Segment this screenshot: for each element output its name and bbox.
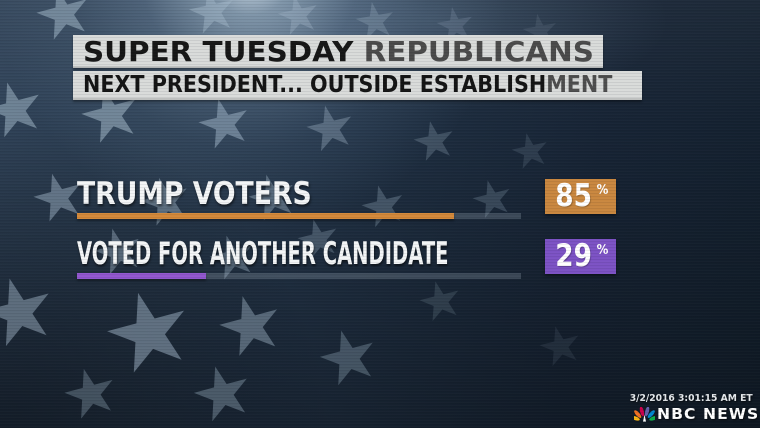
star-decoration — [64, 368, 113, 419]
star-decoration — [297, 219, 337, 260]
subtitle-fade-text: MENT — [546, 72, 613, 98]
poll-bar-fill — [77, 273, 206, 279]
nbc-peacock-icon — [633, 406, 655, 422]
channel-bug: NBC NEWS — [633, 405, 758, 423]
poll-value-box: 29% — [545, 239, 616, 274]
star-decoration — [107, 292, 185, 373]
percent-sign: % — [596, 243, 609, 258]
poll-value: 29 — [555, 238, 592, 274]
timestamp: 3/2/2016 3:01:15 AM ET — [630, 393, 753, 404]
star-decoration — [81, 87, 136, 143]
poll-row-label: TRUMP VOTERS — [77, 176, 312, 212]
title-main-text: SUPER TUESDAY — [83, 34, 354, 68]
star-decoration — [198, 98, 247, 149]
poll-bar-fill — [77, 213, 455, 219]
nbc-news-wordmark: NBC NEWS — [656, 405, 759, 423]
poll-row-label: VOTED FOR ANOTHER CANDIDATE — [77, 236, 449, 272]
subtitle: NEXT PRESIDENT... OUTSIDE ESTABLISHMENT — [83, 74, 612, 97]
poll-bar-track — [77, 213, 521, 219]
star-decoration — [193, 366, 247, 422]
star-decoration — [248, 174, 293, 221]
poll-bar-track — [77, 273, 521, 279]
title-bar: SUPER TUESDAY REPUBLICANS — [73, 35, 603, 68]
star-decoration — [209, 235, 252, 280]
star-decoration — [219, 296, 278, 356]
star-decoration — [277, 0, 317, 35]
star-decoration — [94, 228, 139, 275]
star-decoration — [0, 278, 49, 347]
star-decoration — [539, 326, 579, 367]
title-secondary-text: REPUBLICANS — [363, 34, 594, 68]
star-decoration — [36, 0, 87, 40]
star-decoration — [0, 82, 39, 138]
star-decoration — [355, 2, 393, 40]
star-decoration — [472, 180, 510, 219]
page-title: SUPER TUESDAY REPUBLICANS — [83, 34, 594, 68]
star-decoration — [33, 173, 80, 222]
star-decoration — [306, 105, 352, 152]
star-decoration — [419, 281, 459, 322]
star-decoration — [319, 330, 373, 386]
star-decoration — [436, 6, 472, 43]
percent-sign: % — [596, 183, 609, 198]
subtitle-main-text: NEXT PRESIDENT... OUTSIDE ESTABLISH — [83, 72, 547, 98]
star-decoration — [361, 185, 403, 228]
star-decoration — [413, 121, 453, 161]
star-decoration — [511, 133, 547, 169]
poll-value: 85 — [555, 178, 592, 214]
subtitle-bar: NEXT PRESIDENT... OUTSIDE ESTABLISHMENT — [73, 71, 642, 100]
star-decoration — [188, 0, 233, 34]
poll-value-box: 85% — [545, 179, 616, 214]
